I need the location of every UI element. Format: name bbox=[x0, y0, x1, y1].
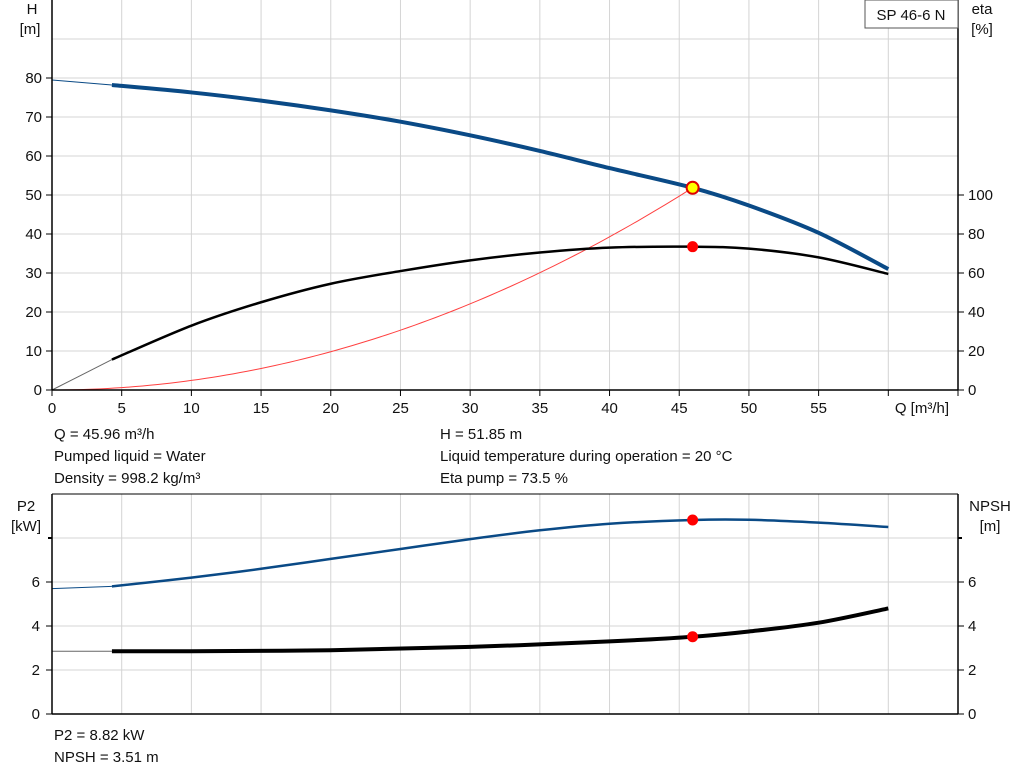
eta-tick-label: 20 bbox=[968, 343, 985, 360]
x-tick-label: 5 bbox=[118, 400, 126, 417]
x-tick-label: 40 bbox=[601, 400, 618, 417]
h-tick-label: 80 bbox=[25, 70, 42, 87]
duty-point bbox=[685, 180, 700, 195]
eta-axis-unit: [%] bbox=[971, 21, 993, 38]
p2-axis-name: P2 bbox=[17, 498, 35, 515]
eta-curve bbox=[111, 245, 889, 361]
x-tick-label: 20 bbox=[322, 400, 339, 417]
eta-operating-point bbox=[687, 241, 699, 253]
npsh-axis-unit: [m] bbox=[980, 518, 1001, 535]
eta-axis-name: eta bbox=[972, 1, 994, 18]
h-tick-label: 50 bbox=[25, 187, 42, 204]
eta-tick-label: 60 bbox=[968, 265, 985, 282]
npsh-tick-label: 6 bbox=[968, 574, 976, 591]
eta-tick-label: 0 bbox=[968, 382, 976, 399]
npsh-tick-label: 2 bbox=[968, 662, 976, 679]
h-tick-label: 20 bbox=[25, 304, 42, 321]
x-tick-label: 35 bbox=[532, 400, 549, 417]
info-q: Q = 45.96 m³/h bbox=[54, 426, 154, 443]
model-box bbox=[864, 0, 959, 29]
top-grid bbox=[52, 0, 959, 390]
p2-tick-label: 4 bbox=[32, 618, 40, 635]
npsh-tick-label: 0 bbox=[968, 706, 976, 723]
x-tick-label: 30 bbox=[462, 400, 479, 417]
eta-tick-label: 80 bbox=[968, 226, 985, 243]
x-tick-label: 55 bbox=[810, 400, 827, 417]
h-axis-name: H bbox=[27, 1, 38, 18]
bottom-grid bbox=[52, 494, 959, 714]
info-temp: Liquid temperature during operation = 20… bbox=[440, 448, 733, 465]
info-liquid: Pumped liquid = Water bbox=[54, 448, 206, 465]
info-eta: Eta pump = 73.5 % bbox=[440, 470, 568, 487]
x-tick-label: 45 bbox=[671, 400, 688, 417]
h-axis-unit: [m] bbox=[20, 21, 41, 38]
info-h: H = 51.85 m bbox=[440, 426, 522, 443]
eta-tick-label: 100 bbox=[968, 187, 993, 204]
info-p2: P2 = 8.82 kW bbox=[54, 727, 145, 744]
info-density: Density = 998.2 kg/m³ bbox=[54, 470, 200, 487]
eta-tick-label: 40 bbox=[968, 304, 985, 321]
x-tick-label: 15 bbox=[253, 400, 270, 417]
x-tick-label: 50 bbox=[741, 400, 758, 417]
x-tick-label: 10 bbox=[183, 400, 200, 417]
h-tick-label: 30 bbox=[25, 265, 42, 282]
p2-tick-label: 2 bbox=[32, 662, 40, 679]
model-label: SP 46-6 N bbox=[877, 7, 946, 24]
p2-operating-point bbox=[687, 514, 699, 526]
q-axis-label: Q [m³/h] bbox=[895, 400, 949, 417]
npsh-operating-point bbox=[687, 631, 699, 643]
h-tick-label: 40 bbox=[25, 226, 42, 243]
h-tick-label: 10 bbox=[25, 343, 42, 360]
P2-extrapolated-line bbox=[51, 585, 112, 590]
p2-axis-unit: [kW] bbox=[11, 518, 41, 535]
x-tick-label: 0 bbox=[48, 400, 56, 417]
h-tick-label: 0 bbox=[34, 382, 42, 399]
p2-tick-label: 0 bbox=[32, 706, 40, 723]
npsh-tick-label: 4 bbox=[968, 618, 976, 635]
tick-labels: 0 5 10 15 20 25 30 35 40 45 50 55010203040506070800… bbox=[25, 70, 993, 723]
info-npsh: NPSH = 3.51 m bbox=[54, 749, 159, 766]
x-tick-label: 25 bbox=[392, 400, 409, 417]
curves bbox=[51, 79, 890, 654]
H-curve bbox=[111, 83, 890, 271]
axes bbox=[46, 0, 964, 715]
H-extrapolated-line bbox=[51, 79, 112, 86]
h-tick-label: 60 bbox=[25, 148, 42, 165]
p2-tick-label: 6 bbox=[32, 574, 40, 591]
h-tick-label: 70 bbox=[25, 109, 42, 126]
NPSH-curve bbox=[111, 606, 889, 654]
system-curve bbox=[51, 187, 693, 391]
npsh-axis-name: NPSH bbox=[969, 498, 1011, 515]
P2-curve bbox=[111, 518, 889, 588]
eta-extrapolated-line bbox=[51, 359, 113, 391]
